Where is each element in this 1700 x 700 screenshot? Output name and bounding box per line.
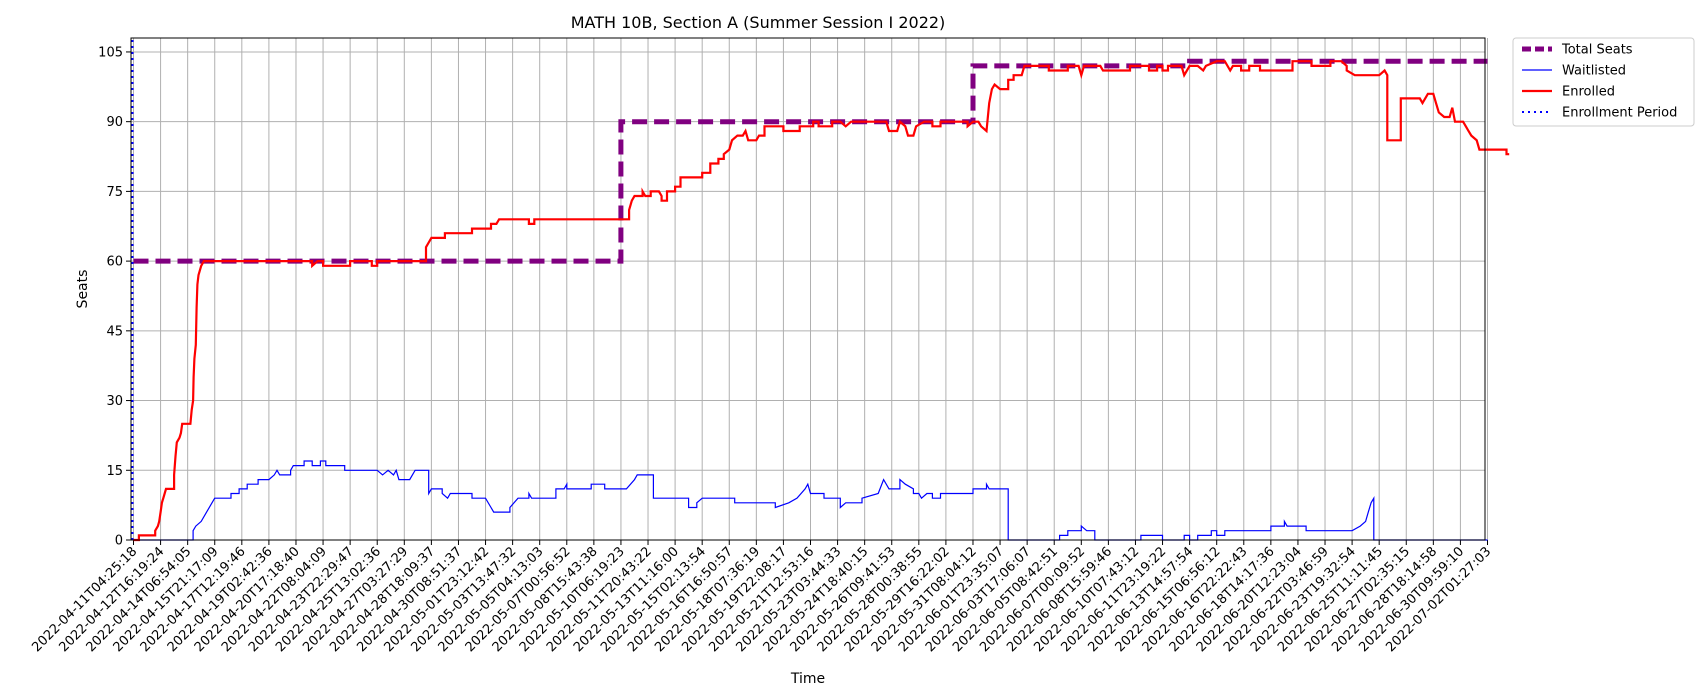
plot-area (131, 38, 1510, 542)
x-axis: 2022-04-11T04:25:182022-04-12T16:19:2420… (29, 540, 1494, 655)
y-tick-label: 30 (106, 394, 123, 409)
chart-title: MATH 10B, Section A (Summer Session I 20… (571, 13, 946, 32)
series-line-enrolled (133, 60, 1510, 542)
grid-lines (131, 38, 1488, 541)
y-tick-label: 0 (115, 534, 123, 549)
y-axis-title: Seats (75, 270, 91, 309)
plot-frame (130, 37, 1486, 541)
legend-label: Waitlisted (1562, 64, 1626, 79)
y-tick-label: 15 (106, 464, 123, 479)
y-tick-label: 60 (106, 255, 123, 270)
series-line-waitlisted (133, 460, 1488, 541)
x-axis-title: Time (790, 671, 825, 687)
y-tick-label: 90 (106, 115, 123, 130)
legend-label: Total Seats (1561, 43, 1633, 58)
legend-box (1512, 37, 1695, 127)
legend: Total Seats Waitlisted Enrolled Enrollment … (1512, 37, 1695, 127)
y-tick-label: 45 (106, 324, 123, 339)
y-tick-label: 105 (98, 45, 123, 60)
y-tick-label: 75 (106, 185, 123, 200)
legend-label: Enrollment Period (1562, 106, 1677, 121)
series-line-total-seats (133, 58, 1488, 264)
y-axis: 0 15 30 45 60 75 90 105 (98, 45, 131, 549)
legend-label: Enrolled (1562, 85, 1615, 100)
